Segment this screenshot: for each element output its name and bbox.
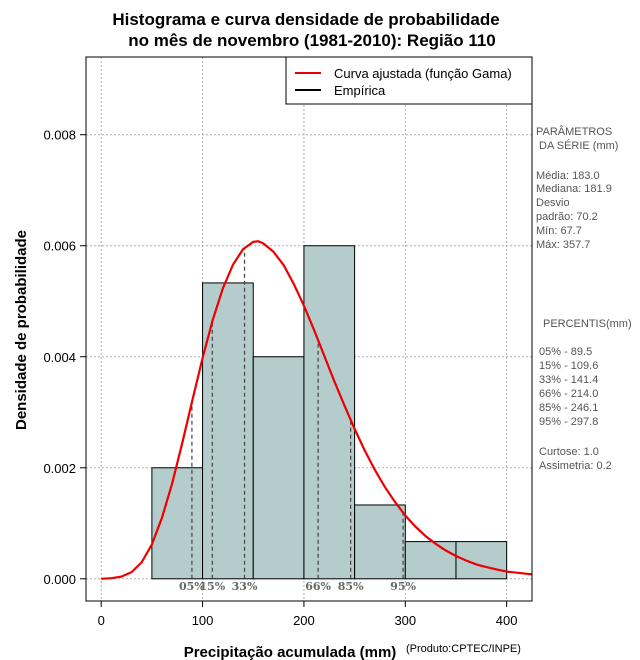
param-desvio-1: Desvio bbox=[536, 197, 570, 209]
legend-empirical-label: Empírica bbox=[334, 83, 386, 98]
percentile-label: 15% bbox=[199, 580, 225, 593]
stat-curtose: Curtose: 1.0 bbox=[539, 446, 599, 458]
stat-assimetria: Assimetria: 0.2 bbox=[539, 460, 612, 472]
x-tick-label: 400 bbox=[496, 613, 518, 628]
percentile-markers: 05%15% 33% 66% 85% 95% bbox=[179, 248, 416, 593]
percentile-85: 85% - 246.1 bbox=[539, 402, 598, 414]
param-mediana: Mediana: 181.9 bbox=[536, 183, 612, 195]
percentile-95: 95% - 297.8 bbox=[539, 416, 598, 428]
series-parameters-panel: PARÂMETROS DA SÉRIE (mm) Média: 183.0 Me… bbox=[536, 125, 618, 251]
histogram-bar bbox=[354, 504, 406, 580]
percentile-05: 05% - 89.5 bbox=[539, 346, 592, 358]
percentiles-panel: PERCENTIS(mm) 05% - 89.5 15% - 109.6 33%… bbox=[539, 318, 632, 472]
percentile-label: 05% bbox=[179, 580, 205, 593]
percentile-15: 15% - 109.6 bbox=[539, 360, 598, 372]
percentile-label: 66% bbox=[305, 580, 331, 593]
gamma-curve bbox=[101, 240, 533, 580]
percentile-33: 33% - 141.4 bbox=[539, 374, 598, 386]
histogram-bar bbox=[404, 541, 457, 580]
legend-curve-label: Curva ajustada (função Gama) bbox=[334, 66, 512, 81]
x-tick-label: 300 bbox=[394, 613, 416, 628]
percentile-66: 66% - 214.0 bbox=[539, 388, 598, 400]
y-tick-label: 0.008 bbox=[43, 128, 76, 143]
param-max: Máx: 357.7 bbox=[536, 239, 590, 251]
param-min: Mín: 67.7 bbox=[536, 225, 582, 237]
x-tick-label: 100 bbox=[192, 613, 214, 628]
credit-label: (Produto:CPTEC/INPE) bbox=[406, 643, 521, 655]
axes: 0 100 200 300 400 0.000 0.002 0.004 0.006 0.008 bbox=[43, 128, 517, 628]
histogram-bar bbox=[303, 245, 356, 580]
y-axis-title: Densidade de probabilidade bbox=[13, 230, 30, 430]
x-tick-label: 200 bbox=[293, 613, 315, 628]
percentile-label: 85% bbox=[338, 580, 364, 593]
params-title-1: PARÂMETROS bbox=[536, 125, 612, 138]
legend: Curva ajustada (função Gama) Empírica bbox=[285, 56, 533, 105]
percentile-label: 95% bbox=[390, 580, 416, 593]
param-desvio-2: padrão: 70.2 bbox=[536, 211, 598, 223]
chart-title-line2: no mês de novembro (1981-2010): Região 1… bbox=[128, 31, 496, 50]
percentile-label: 33% bbox=[232, 580, 258, 593]
y-tick-label: 0.006 bbox=[43, 239, 76, 254]
gamma-curve-line bbox=[101, 240, 533, 580]
legend-box bbox=[285, 56, 533, 105]
histogram-bar bbox=[252, 356, 305, 580]
params-title-2: DA SÉRIE (mm) bbox=[539, 139, 618, 152]
y-tick-label: 0.002 bbox=[43, 461, 76, 476]
y-tick-label: 0.004 bbox=[43, 350, 76, 365]
percentis-title: PERCENTIS(mm) bbox=[543, 318, 632, 330]
chart-title-line1: Histograma e curva densidade de probabil… bbox=[112, 10, 499, 29]
x-axis-title: Precipitação acumulada (mm) bbox=[184, 644, 397, 660]
y-tick-label: 0.000 bbox=[43, 572, 76, 587]
x-tick-label: 0 bbox=[98, 613, 105, 628]
param-media: Média: 183.0 bbox=[536, 170, 600, 182]
